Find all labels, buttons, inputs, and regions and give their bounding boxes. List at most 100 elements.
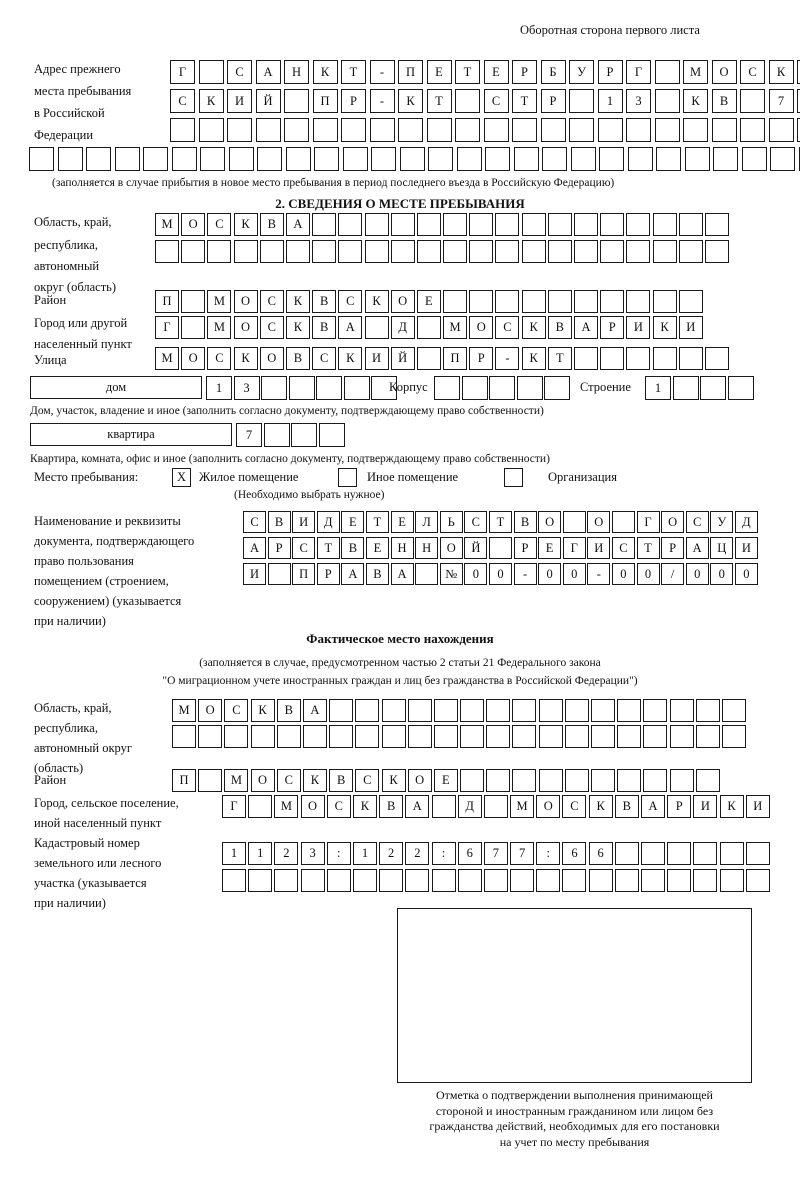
al-region-cell[interactable]: [198, 725, 223, 748]
doc-cell[interactable]: -: [587, 563, 611, 585]
s2-district-cell[interactable]: [469, 290, 494, 313]
s2-street-cell[interactable]: Т: [547, 347, 572, 370]
s2-region-cell[interactable]: [416, 240, 441, 263]
s2-street-cell[interactable]: [416, 347, 441, 370]
s2-city-cell[interactable]: И: [626, 316, 651, 339]
prev-address-cell[interactable]: [798, 147, 800, 171]
al-cadastral-cell[interactable]: [588, 869, 613, 892]
doc-cell[interactable]: И: [243, 563, 266, 585]
stay-type-option-organization-checkbox[interactable]: [504, 468, 523, 487]
doc-cell[interactable]: [415, 563, 439, 585]
al-region-cell[interactable]: А: [302, 699, 327, 722]
prev-address-cell[interactable]: К: [768, 60, 794, 84]
al-cadastral-cell[interactable]: [326, 869, 351, 892]
s2-region-cell[interactable]: В: [259, 213, 284, 236]
s2-district-cell[interactable]: П: [155, 290, 179, 313]
s2-street-cell[interactable]: К: [521, 347, 546, 370]
s2-district-cell[interactable]: О: [233, 290, 258, 313]
prev-address-cell[interactable]: [285, 147, 311, 171]
prev-address-cell[interactable]: [512, 118, 537, 142]
prev-address-cell[interactable]: [711, 118, 737, 142]
al-district-cell[interactable]: Е: [433, 769, 458, 792]
s2-district-cell[interactable]: С: [338, 290, 363, 313]
doc-cell[interactable]: Ь: [439, 511, 463, 533]
s2-city-cell[interactable]: В: [547, 316, 572, 339]
al-cadastral-cell[interactable]: [510, 869, 535, 892]
al-region-cell[interactable]: [381, 699, 406, 722]
s2-region-cell[interactable]: С: [207, 213, 232, 236]
al-city-cell[interactable]: В: [614, 795, 639, 818]
s2-district-cell[interactable]: С: [259, 290, 284, 313]
doc-cell[interactable]: Л: [415, 511, 439, 533]
prev-address-cell[interactable]: Т: [512, 89, 537, 113]
prev-address-cell[interactable]: Т: [341, 60, 366, 84]
al-region-cell[interactable]: [617, 725, 642, 748]
s2-city-cell[interactable]: [416, 316, 441, 339]
s2-region-cell[interactable]: [312, 240, 337, 263]
prev-address-cell[interactable]: О: [711, 60, 737, 84]
s2-district-cell[interactable]: [521, 290, 546, 313]
al-cadastral-cell[interactable]: 7: [510, 842, 535, 865]
prev-address-cell[interactable]: Р: [540, 89, 566, 113]
al-cadastral-cell[interactable]: 6: [588, 842, 613, 865]
doc-cell[interactable]: Ц: [710, 537, 734, 559]
prev-address-cell[interactable]: -: [369, 60, 395, 84]
s2-district-cell[interactable]: [600, 290, 625, 313]
s2-region-cell[interactable]: М: [155, 213, 179, 236]
s2-region-cell[interactable]: [259, 240, 284, 263]
s2-district-cell[interactable]: [443, 290, 468, 313]
al-cadastral-cell[interactable]: [641, 842, 665, 865]
s2-street-cell[interactable]: О: [181, 347, 206, 370]
s2-district-cell[interactable]: Е: [416, 290, 441, 313]
s2-district-cell[interactable]: [626, 290, 651, 313]
prev-address-cell[interactable]: К: [398, 89, 423, 113]
s2-region-cell[interactable]: [469, 240, 494, 263]
prev-address-cell[interactable]: [770, 147, 795, 171]
al-district-cell[interactable]: [591, 769, 615, 792]
s2-region-cell[interactable]: [285, 240, 310, 263]
s2-region-cell[interactable]: [600, 240, 625, 263]
doc-cell[interactable]: /: [661, 563, 685, 585]
doc-cell[interactable]: О: [538, 511, 562, 533]
s2-city-cell[interactable]: И: [678, 316, 703, 339]
al-region-cell[interactable]: [617, 699, 642, 722]
doc-cell[interactable]: Г: [636, 511, 660, 533]
s2-region-cell[interactable]: [495, 240, 520, 263]
prev-address-cell[interactable]: [170, 118, 195, 142]
prev-address-cell[interactable]: [227, 118, 252, 142]
al-region-cell[interactable]: [512, 699, 537, 722]
s2-street-cell[interactable]: О: [259, 347, 284, 370]
al-cadastral-cell[interactable]: [745, 842, 770, 865]
al-region-cell[interactable]: [329, 699, 354, 722]
prev-address-cell[interactable]: Е: [426, 60, 452, 84]
doc-cell[interactable]: Е: [390, 511, 414, 533]
s2-region-cell[interactable]: [678, 240, 703, 263]
al-region-cell[interactable]: [669, 725, 694, 748]
korpus-cell[interactable]: [461, 376, 488, 400]
doc-cell[interactable]: О: [661, 511, 685, 533]
al-cadastral-cell[interactable]: [719, 842, 744, 865]
s2-city-cell[interactable]: С: [259, 316, 284, 339]
prev-address-cell[interactable]: П: [312, 89, 338, 113]
stroenie-row[interactable]: 1: [645, 376, 755, 400]
s2-region-cell[interactable]: [704, 213, 729, 236]
house-cell[interactable]: 3: [233, 376, 260, 400]
prev-address-cell[interactable]: [198, 60, 224, 84]
prev-address-row-3[interactable]: [170, 118, 800, 142]
al-region-cell[interactable]: К: [250, 699, 275, 722]
doc-cell[interactable]: №: [439, 563, 463, 585]
al-cadastral-cell[interactable]: [641, 869, 665, 892]
al-district-cell[interactable]: М: [224, 769, 249, 792]
al-city-cell[interactable]: К: [719, 795, 744, 818]
prev-address-cell[interactable]: [57, 147, 83, 171]
doc-cell[interactable]: [562, 511, 586, 533]
house-cell[interactable]: [261, 376, 287, 400]
doc-cell[interactable]: Р: [661, 537, 685, 559]
s2-street-cell[interactable]: [678, 347, 703, 370]
al-region-cell[interactable]: С: [224, 699, 249, 722]
prev-address-cell[interactable]: [29, 147, 54, 171]
al-cadastral-cell[interactable]: 1: [352, 842, 377, 865]
doc-cell[interactable]: О: [587, 511, 611, 533]
